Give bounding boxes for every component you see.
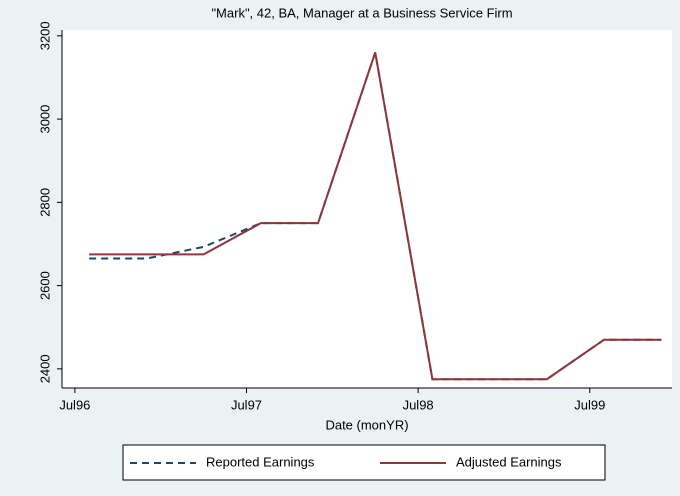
y-tick-label: 2600 <box>37 271 52 300</box>
y-tick-label: 2800 <box>37 188 52 217</box>
plot-area <box>62 30 672 388</box>
y-tick-label: 3200 <box>37 21 52 50</box>
legend <box>122 444 606 481</box>
legend-label: Reported Earnings <box>206 454 315 469</box>
x-tick-label: Jul99 <box>574 397 605 412</box>
series-line <box>89 52 662 381</box>
x-tick-label: Jul97 <box>231 397 262 412</box>
chart-title: "Mark", 42, BA, Manager at a Business Se… <box>211 5 512 20</box>
x-tick-label: Jul96 <box>59 397 90 412</box>
legend-label: Adjusted Earnings <box>456 454 562 469</box>
y-tick-label: 2400 <box>37 354 52 383</box>
y-tick-label: 3000 <box>37 105 52 134</box>
x-tick-label: Jul98 <box>403 397 434 412</box>
x-axis-title: Date (monYR) <box>325 417 408 432</box>
